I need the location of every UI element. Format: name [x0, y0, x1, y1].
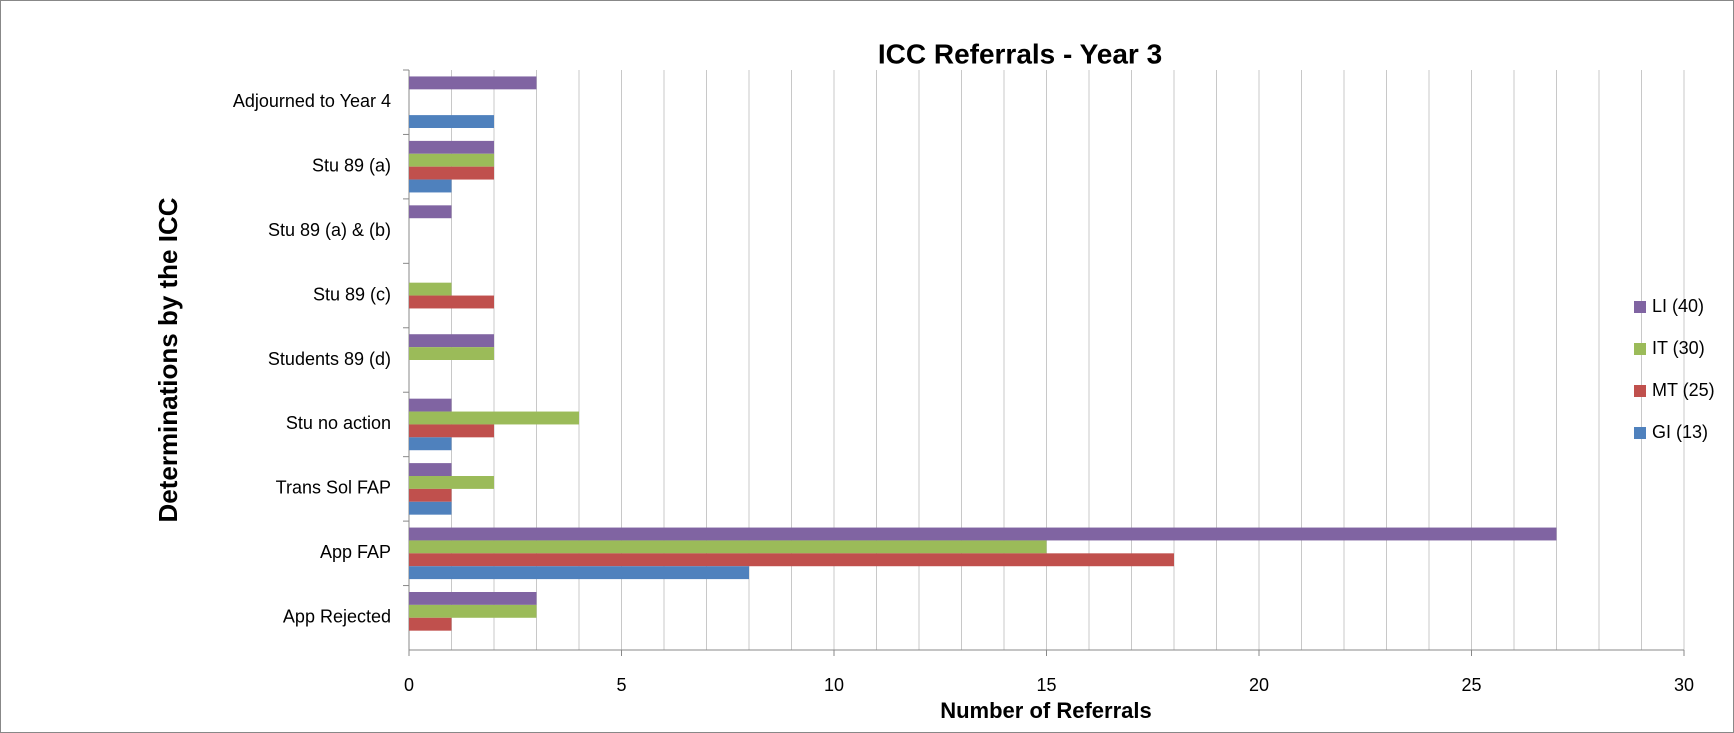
bar [409, 166, 494, 180]
y-tick-label: App FAP [320, 542, 391, 562]
bar [409, 540, 1047, 554]
bar [409, 553, 1174, 567]
y-tick-label: Adjourned to Year 4 [233, 91, 391, 111]
bar [409, 347, 494, 360]
x-tick-label: 15 [1036, 675, 1056, 695]
legend-swatch [1634, 385, 1646, 397]
chart-title: ICC Referrals - Year 3 [878, 38, 1162, 69]
y-tick-label: Stu 89 (a) [312, 155, 391, 175]
bar [409, 617, 452, 631]
legend-swatch [1634, 301, 1646, 313]
legend-label: MT (25) [1652, 380, 1715, 400]
y-tick-label: Stu 89 (a) & (b) [268, 220, 391, 240]
bar [409, 398, 452, 412]
bar [409, 205, 452, 219]
y-tick-label: App Rejected [283, 607, 391, 627]
bar [409, 592, 537, 605]
x-axis-label: Number of Referrals [940, 698, 1152, 723]
bar [409, 295, 494, 309]
x-tick-label: 0 [404, 675, 414, 695]
bar [409, 488, 452, 502]
legend-swatch [1634, 427, 1646, 439]
y-tick-label: Stu 89 (c) [313, 284, 391, 304]
y-tick-label: Trans Sol FAP [276, 478, 391, 498]
bar [409, 153, 494, 167]
bar [409, 463, 452, 476]
bar [409, 282, 452, 296]
bar [409, 115, 494, 128]
x-tick-label: 25 [1461, 675, 1481, 695]
bar [409, 476, 494, 489]
bar [409, 604, 537, 618]
x-tick-label: 30 [1674, 675, 1694, 695]
bar [409, 501, 452, 515]
legend-label: LI (40) [1652, 296, 1704, 316]
x-tick-label: 5 [616, 675, 626, 695]
legend-label: IT (30) [1652, 338, 1705, 358]
bar [409, 334, 494, 348]
bar [409, 411, 579, 425]
legend-swatch [1634, 343, 1646, 355]
y-tick-label: Stu no action [286, 413, 391, 433]
x-tick-label: 10 [824, 675, 844, 695]
bar [409, 527, 1557, 541]
legend-label: GI (13) [1652, 422, 1708, 442]
bar [409, 566, 749, 580]
bar [409, 424, 494, 438]
bar [409, 179, 452, 193]
bar [409, 76, 537, 90]
bar [409, 140, 494, 154]
y-axis-label: Determinations by the ICC [153, 197, 183, 522]
y-tick-label: Students 89 (d) [268, 349, 391, 369]
bar [409, 437, 452, 451]
x-tick-label: 20 [1249, 675, 1269, 695]
